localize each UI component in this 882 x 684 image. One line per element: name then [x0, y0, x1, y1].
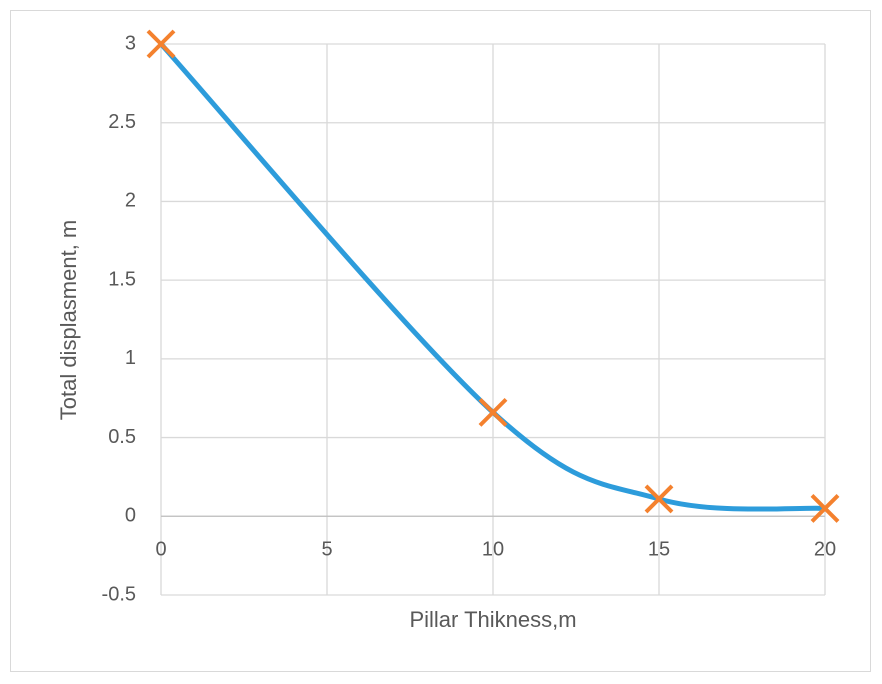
x-tick-label: 20 [814, 539, 836, 561]
marker [478, 397, 508, 427]
y-tick-label: 3 [125, 32, 136, 54]
series-line [159, 42, 826, 512]
y-tick-label: 2 [125, 190, 136, 212]
y-tick-label: 1 [125, 347, 136, 369]
y-tick-label: 1.5 [108, 268, 136, 290]
y-tick-label: 2.5 [108, 111, 136, 133]
x-tick-label: 15 [648, 539, 670, 561]
chart-border [10, 10, 871, 672]
y-tick-label: 0 [125, 505, 136, 527]
y-tick-label: 0.5 [108, 426, 136, 448]
marker [644, 484, 674, 514]
x-tick-label: 5 [321, 539, 332, 561]
y-axis-title: Total displasment, m [56, 220, 81, 421]
x-tick-label: 10 [482, 539, 504, 561]
y-tick-label: -0.5 [102, 583, 136, 605]
marker [146, 29, 176, 59]
x-axis-title: Pillar Thikness,m [409, 607, 576, 632]
marker [810, 493, 840, 523]
x-tick-label: 0 [155, 539, 166, 561]
